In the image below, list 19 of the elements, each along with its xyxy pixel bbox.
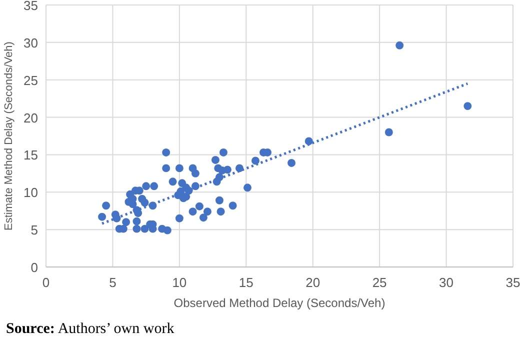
x-tick-label: 0 (42, 275, 50, 290)
y-tick-label: 10 (24, 185, 38, 200)
y-tick-label: 15 (24, 148, 38, 163)
x-tick-label: 15 (238, 275, 254, 290)
x-tick-label: 10 (172, 275, 187, 290)
source-note: Source: Authors’ own work (6, 321, 175, 337)
x-tick-label: 35 (506, 275, 520, 290)
x-tick-label: 25 (372, 275, 387, 290)
y-tick-label: 20 (24, 110, 38, 126)
x-tick-label: 20 (306, 275, 320, 290)
y-tick-label: 25 (24, 72, 38, 88)
y-tick-label: 35 (24, 0, 38, 13)
y-tick-label: 5 (30, 222, 38, 238)
y-tick-label: 30 (24, 35, 38, 50)
y-tick-label: 0 (30, 260, 38, 275)
x-axis-title: Observed Method Delay (Seconds/Veh) (174, 296, 386, 310)
y-axis-title: Estimate Method Delay (Seconds/Veh) (3, 42, 15, 230)
x-tick-label: 30 (439, 275, 454, 290)
x-tick-label: 5 (109, 275, 116, 290)
